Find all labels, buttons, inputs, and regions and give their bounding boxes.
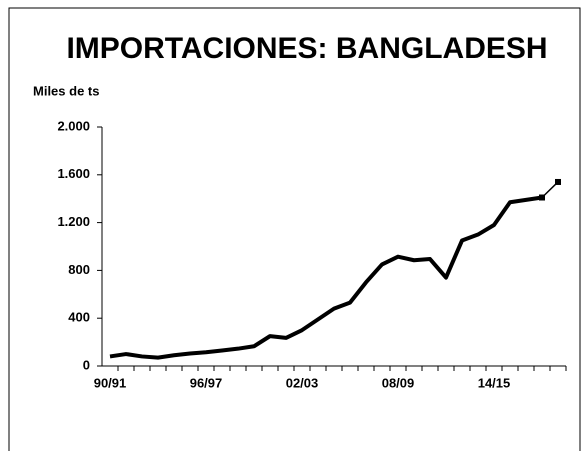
x-tick-label: 02/03 [286,375,319,390]
line [109,195,543,360]
y-tick-label: 1.600 [57,166,90,181]
chart-title: IMPORTACIONES: BANGLADESH [66,32,547,65]
marker [539,194,545,201]
y-tick-label: 0 [83,357,90,372]
frame [8,7,581,451]
y-tick-label: 2.000 [57,118,90,133]
x-tick-label: 08/09 [382,375,415,390]
y-axis-label: Miles de ts [33,83,99,98]
y-tick-label: 400 [68,310,90,325]
x-tick-label: 96/97 [190,375,223,390]
marker [555,178,561,185]
x-tick-label: 90/91 [94,375,127,390]
x-tick-label: 14/15 [478,375,511,390]
y-tick-label: 800 [68,262,90,277]
y-tick-label: 1.200 [57,214,90,229]
